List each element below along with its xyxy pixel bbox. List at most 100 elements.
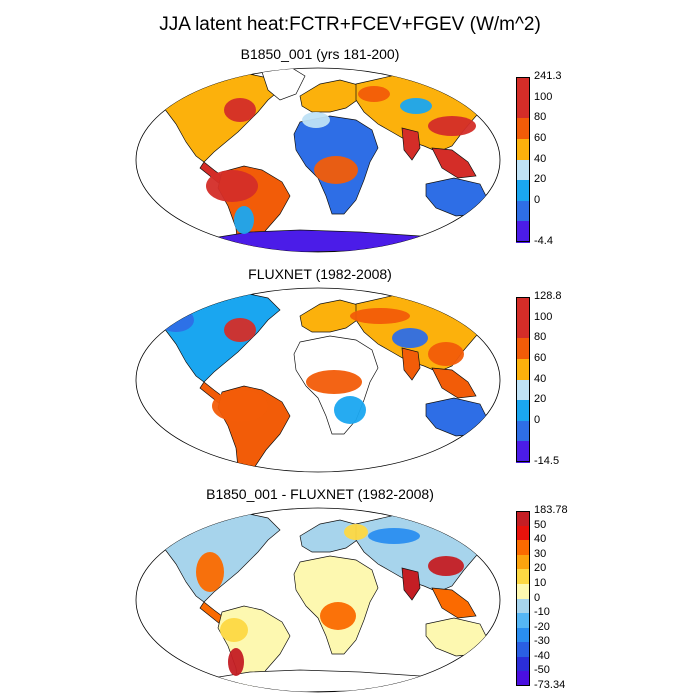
field-amazon [220, 618, 248, 642]
colorbar-swatch [516, 97, 530, 119]
region-india [401, 567, 421, 601]
colorbar-swatch [516, 554, 530, 570]
colorbar-swatch [516, 338, 530, 360]
field-russia [350, 308, 410, 324]
region-greenland [261, 68, 306, 101]
colorbar-label: 0 [534, 413, 541, 426]
colorbar-swatch [516, 598, 530, 614]
field-east-us [224, 318, 256, 342]
panel-title-obs: FLUXNET (1982-2008) [248, 266, 392, 282]
panel-title-diff: B1850_001 - FLUXNET (1982-2008) [206, 486, 434, 502]
field-east-asia [428, 116, 476, 136]
colorbar-label: 0 [534, 591, 541, 604]
colorbar-label: -14.5 [534, 455, 560, 467]
colorbar-swatch [516, 221, 530, 243]
colorbar-swatch [516, 379, 530, 401]
field-west-us [196, 552, 224, 592]
colorbar-diff: 183.78 50 40 30 20 10 0 -10 -20 -30 -40 -50 -73.34 [516, 504, 568, 691]
colorbar-swatch [516, 77, 530, 99]
region-india [401, 347, 421, 381]
colorbar-label: -50 [534, 664, 550, 677]
colorbar-frame [516, 297, 530, 462]
colorbar-label: -20 [534, 620, 550, 633]
panel-title-model: B1850_001 (yrs 181-200) [240, 46, 400, 62]
region-seasia [431, 147, 477, 179]
colorbar-swatch [516, 627, 530, 643]
region-seasia [431, 367, 477, 399]
colorbar-label: -40 [534, 649, 550, 662]
field-tibet [428, 556, 464, 576]
colorbar-label: 80 [534, 111, 547, 124]
colorbar-label: 0 [534, 193, 541, 206]
colorbar-swatch [516, 317, 530, 339]
colorbar-swatch [516, 297, 530, 319]
region-europe [299, 79, 363, 113]
field-congo [320, 602, 356, 630]
colorbar-label: 50 [534, 518, 547, 531]
colorbar-label: -4.4 [534, 235, 553, 247]
field-east-asia [428, 342, 464, 366]
field-amazon [206, 170, 258, 202]
colorbar-frame [516, 77, 530, 242]
colorbar-label: 80 [534, 331, 547, 344]
colorbar-swatch [516, 420, 530, 442]
field-russia [358, 86, 390, 102]
colorbar-label: -30 [534, 635, 550, 648]
colorbar-label: 20 [534, 393, 547, 406]
colorbar-swatch [516, 138, 530, 160]
colorbar-frame [516, 511, 530, 686]
colorbar-swatch [516, 180, 530, 202]
colorbar-swatch [516, 656, 530, 672]
colorbar-swatch [516, 358, 530, 380]
field-amazon [212, 390, 268, 422]
colorbar-label: 100 [534, 90, 553, 103]
colorbar-swatch [516, 540, 530, 556]
colorbar-label: 183.78 [534, 504, 568, 516]
colorbar-label: 40 [534, 372, 547, 385]
map-diff [135, 507, 501, 693]
colorbar-swatch [516, 118, 530, 140]
colorbar-obs: 128.8 100 80 60 40 20 0 -14.5 [516, 290, 562, 467]
colorbar-swatch [516, 525, 530, 541]
field-south-africa [334, 396, 366, 424]
colorbar-label: 40 [534, 533, 547, 546]
field-central-asia [400, 98, 432, 114]
field-siberia [368, 528, 420, 544]
colorbar-model: 241.3 100 80 60 40 20 0 -4.4 [516, 70, 562, 247]
colorbar-swatch [516, 200, 530, 222]
field-andes [228, 648, 244, 676]
colorbar-swatch [516, 671, 530, 687]
colorbar-label: 10 [534, 576, 547, 589]
region-europe [299, 299, 363, 333]
colorbar-label: 20 [534, 562, 547, 575]
field-central-asia [392, 328, 428, 348]
map-obs [135, 287, 501, 473]
colorbar-label: 60 [534, 351, 547, 364]
figure-title: JJA latent heat:FCTR+FCEV+FGEV (W/m^2) [159, 14, 541, 35]
colorbar-swatch [516, 511, 530, 527]
map-model [135, 67, 501, 253]
colorbar-label: -10 [534, 606, 550, 619]
colorbar-swatch [516, 400, 530, 422]
field-canada [158, 308, 194, 332]
colorbar-label: 60 [534, 131, 547, 144]
field-east-us [224, 98, 256, 122]
colorbar-label: 100 [534, 310, 553, 323]
colorbar-swatch [516, 583, 530, 599]
colorbar-label: 40 [534, 152, 547, 165]
colorbar-label: -73.34 [534, 679, 566, 691]
colorbar-swatch [516, 613, 530, 629]
colorbar-label: 20 [534, 173, 547, 186]
colorbar-label: 128.8 [534, 290, 562, 302]
region-india [401, 127, 421, 161]
region-seasia [431, 587, 477, 619]
field-sahara [298, 564, 338, 584]
field-europe-east [344, 524, 368, 540]
colorbar-swatch [516, 441, 530, 463]
field-congo [314, 156, 358, 184]
colorbar-swatch [516, 159, 530, 181]
field-south-am [234, 206, 254, 234]
colorbar-swatch [516, 642, 530, 658]
colorbar-label: 30 [534, 547, 547, 560]
field-sahel [306, 370, 362, 394]
